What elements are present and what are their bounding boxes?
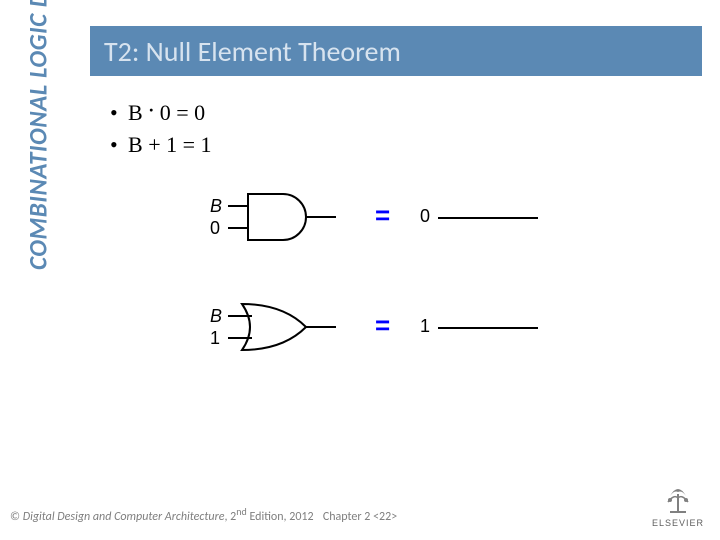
equals-sign: = [375,200,390,231]
or-in-top-label: B [210,306,222,327]
bullet-or-identity: B + 1 = 1 [110,132,212,158]
elsevier-tree-icon [660,480,696,516]
footer-chapter: Chapter 2 <22> [0,510,720,524]
or-out-label: 1 [420,316,430,337]
bullet-rhs-in: 0 [160,100,171,125]
bullet-rhs-out: 1 [201,132,212,157]
or-operator: + [148,132,160,157]
bullet-rhs-out: 0 [194,100,205,125]
equals-sign: = [375,310,390,341]
slide-title: T2: Null Element Theorem [104,34,401,69]
bullet-rhs-in: 1 [166,132,177,157]
sidebar-title: COMBINATIONAL LOGIC DESIGN [23,0,54,270]
and-out-wire [438,217,538,219]
bullet-and-identity: B · 0 = 0 [110,100,212,126]
and-operator: · [148,100,154,120]
or-out-wire [438,327,538,329]
and-out-label: 0 [420,206,430,227]
bullet-lhs: B [128,132,143,157]
bullet-lhs: B [128,100,143,125]
and-gate-icon [228,190,358,250]
publisher-name: ELSEVIER [652,518,704,528]
or-gate-row: B 1 = 1 [210,300,630,380]
bullet-list: B · 0 = 0 B + 1 = 1 [110,100,212,164]
and-in-top-label: B [210,196,222,217]
and-gate-row: B 0 = 0 [210,190,630,270]
or-gate-icon [228,300,358,360]
gate-diagrams: B 0 = 0 B 1 = 1 [210,190,630,410]
and-in-bot-label: 0 [210,218,220,239]
title-bar: T2: Null Element Theorem [90,26,702,76]
or-in-bot-label: 1 [210,328,220,349]
publisher-logo: ELSEVIER [652,480,704,528]
